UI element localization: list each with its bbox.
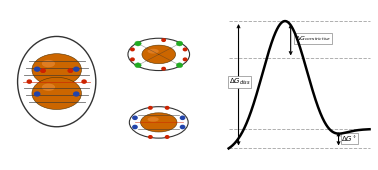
Circle shape [41, 69, 45, 72]
Circle shape [41, 69, 45, 72]
Circle shape [180, 125, 185, 129]
Circle shape [68, 69, 73, 72]
Circle shape [131, 48, 134, 51]
Ellipse shape [142, 45, 175, 64]
Ellipse shape [32, 54, 81, 86]
Circle shape [133, 125, 137, 129]
Circle shape [180, 116, 185, 119]
Circle shape [135, 63, 141, 68]
Text: $\Delta G_{diss}$: $\Delta G_{diss}$ [229, 77, 250, 87]
Circle shape [34, 92, 40, 96]
Ellipse shape [42, 83, 55, 91]
Circle shape [133, 116, 137, 119]
Circle shape [68, 69, 73, 72]
Ellipse shape [42, 60, 55, 67]
Circle shape [149, 107, 152, 109]
Text: $\Delta G_{constrictive}$: $\Delta G_{constrictive}$ [295, 34, 331, 43]
Circle shape [82, 80, 86, 83]
Circle shape [166, 136, 169, 138]
Circle shape [176, 41, 183, 46]
Ellipse shape [32, 77, 81, 109]
Ellipse shape [147, 49, 159, 54]
Circle shape [183, 48, 187, 51]
Circle shape [176, 63, 183, 68]
Circle shape [149, 136, 152, 138]
Circle shape [74, 92, 79, 96]
Circle shape [34, 67, 40, 71]
Circle shape [131, 58, 134, 61]
Ellipse shape [147, 117, 159, 122]
Circle shape [27, 80, 31, 83]
Circle shape [183, 58, 187, 61]
Circle shape [162, 67, 165, 70]
Ellipse shape [141, 113, 177, 132]
Text: $\Delta G^\circ$: $\Delta G^\circ$ [341, 134, 357, 144]
Circle shape [162, 39, 165, 41]
Circle shape [166, 107, 169, 109]
Circle shape [74, 67, 79, 71]
Circle shape [135, 41, 141, 46]
